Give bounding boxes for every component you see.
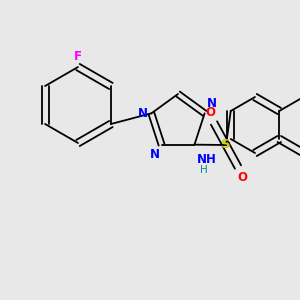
Text: N: N	[207, 97, 217, 110]
Text: O: O	[237, 171, 247, 184]
Text: N: N	[138, 107, 148, 120]
Text: S: S	[221, 139, 231, 152]
Text: H: H	[200, 165, 208, 175]
Text: NH: NH	[197, 153, 217, 166]
Text: F: F	[74, 50, 82, 63]
Text: O: O	[205, 106, 215, 119]
Text: N: N	[149, 148, 160, 161]
